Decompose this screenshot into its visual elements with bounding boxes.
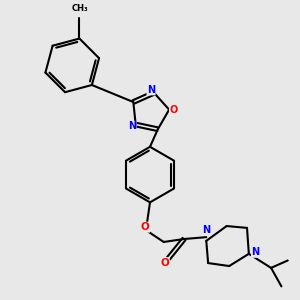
- Text: O: O: [141, 222, 150, 232]
- Text: N: N: [128, 122, 136, 131]
- Text: N: N: [251, 247, 260, 257]
- Text: N: N: [147, 85, 155, 95]
- Text: N: N: [202, 226, 210, 236]
- Text: CH₃: CH₃: [71, 4, 88, 13]
- Text: O: O: [160, 258, 169, 268]
- Text: O: O: [169, 105, 178, 115]
